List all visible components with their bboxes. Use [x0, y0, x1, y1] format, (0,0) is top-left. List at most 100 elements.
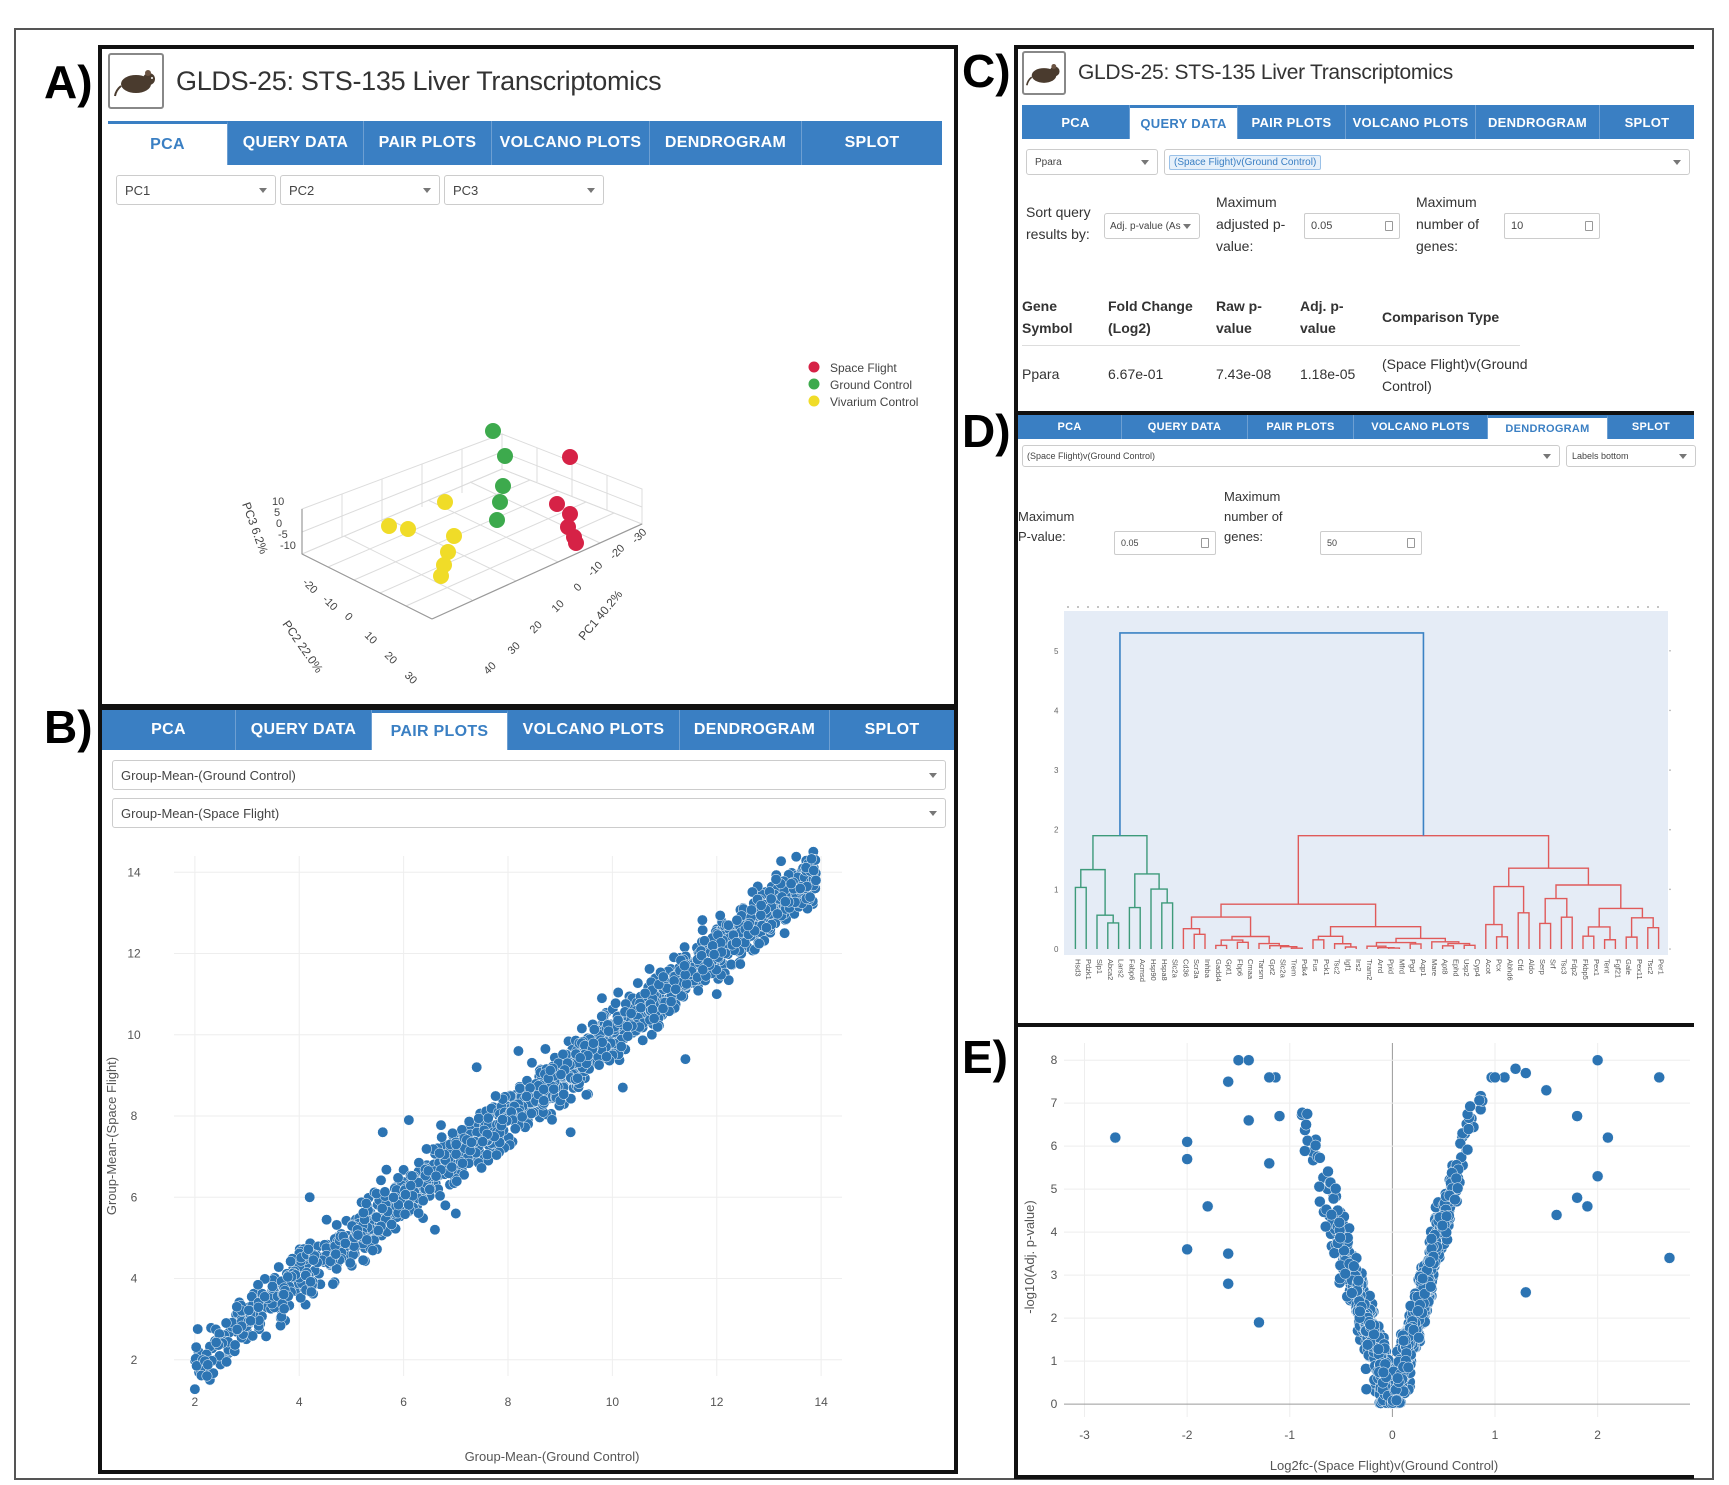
pair-y-select[interactable]: Group-Mean-(Space Flight) [112, 798, 946, 828]
pair-point [521, 1091, 533, 1102]
dendro-max-genes-input[interactable]: 50 [1320, 531, 1422, 555]
volcano-x-label: Log2fc-(Space Flight)v(Ground Control) [1270, 1458, 1498, 1473]
tab-splot[interactable]: SPLOT [1624, 114, 1670, 130]
dendro-top-tick [1377, 606, 1379, 608]
dendro-top-tick [1477, 606, 1479, 608]
tab-pca[interactable]: PCA [108, 121, 228, 165]
tab-query-data[interactable]: QUERY DATA [1130, 105, 1238, 139]
tab-volcano-plots[interactable]: VOLCANO PLOTS [1346, 105, 1476, 139]
pair-tab-bar: PCA QUERY DATA PAIR PLOTS VOLCANO PLOTS … [102, 710, 954, 750]
volcano-y-tick: 1 [1051, 1354, 1058, 1368]
tab-pca[interactable]: PCA [102, 710, 236, 750]
panel-label-a: A) [44, 56, 93, 108]
pair-point [229, 1339, 241, 1351]
pair-x-select[interactable]: Group-Mean-(Ground Control) [112, 760, 946, 790]
volcano-outlier-point [1571, 1110, 1583, 1122]
pair-point [681, 978, 693, 990]
tab-splot[interactable]: SPLOT [1631, 421, 1671, 433]
pair-outlier-point [450, 1208, 462, 1219]
pair-point [463, 1116, 475, 1128]
pair-point [806, 853, 817, 865]
dendro-top-tick [1597, 606, 1599, 608]
tab-dendrogram[interactable]: DENDROGRAM [680, 710, 830, 750]
dendro-top-tick [1107, 606, 1109, 608]
volcano-point [1450, 1172, 1463, 1185]
volcano-point [1313, 1180, 1326, 1193]
labels-position-select[interactable]: Labels bottom [1566, 445, 1696, 467]
tab-volcano-plots[interactable]: VOLCANO PLOTS [492, 121, 650, 165]
pair-point [696, 950, 708, 962]
pair-point [755, 899, 767, 911]
dendro-top-tick [1307, 606, 1309, 608]
dendro-top-tick [1297, 606, 1299, 608]
tab-query-data[interactable]: QUERY DATA [236, 710, 372, 750]
dendro-branches [1074, 632, 1660, 949]
pc-z-select[interactable]: PC3 [444, 175, 604, 205]
volcano-outlier-point [1263, 1071, 1275, 1084]
dendro-leaf-label: Srf [1549, 959, 1558, 970]
tab-pair-plots[interactable]: PAIR PLOTS [364, 121, 492, 165]
tab-query-data[interactable]: QUERY DATA [228, 121, 364, 165]
max-adj-value: 0.05 [1311, 220, 1333, 232]
max-adj-input[interactable]: 0.05 [1304, 213, 1400, 239]
volcano-point [1425, 1233, 1438, 1245]
pair-point [615, 1041, 627, 1052]
comparison-tag[interactable]: (Space Flight)v(Ground Control) [1169, 154, 1322, 170]
pair-point [610, 997, 622, 1009]
figure-frame [14, 28, 1714, 1480]
pair-point [808, 865, 820, 876]
dendro-top-tick [1437, 606, 1439, 608]
tab-dendrogram[interactable]: DENDROGRAM [650, 121, 802, 165]
tab-volcano-plots[interactable]: VOLCANO PLOTS [1354, 415, 1488, 439]
tab-volcano-plots[interactable]: VOLCANO PLOTS [508, 710, 680, 750]
dendro-branch [1431, 941, 1460, 949]
tab-pair-plots[interactable]: PAIR PLOTS [1248, 415, 1354, 439]
x-tick: 20 [528, 619, 545, 636]
max-p-input[interactable]: 0.05 [1114, 531, 1216, 555]
comparison-multiselect[interactable]: (Space Flight)v(Ground Control) [1164, 149, 1690, 175]
max-p-label: Maximum P-value: [1018, 509, 1075, 544]
dendro-top-tick [1317, 606, 1319, 608]
volcano-points [1109, 1054, 1676, 1409]
dendro-branch [1312, 939, 1325, 949]
pc-z-value: PC3 [453, 182, 479, 198]
tab-dendrogram[interactable]: DENDROGRAM [1488, 415, 1608, 439]
tab-splot[interactable]: SPLOT [844, 134, 900, 151]
volcano-point [1424, 1256, 1436, 1268]
dendro-top-tick [1637, 606, 1639, 608]
tab-pca[interactable]: PCA [1018, 415, 1122, 439]
pair-point [593, 1059, 605, 1071]
pair-x-tick: 2 [192, 1395, 199, 1409]
dendro-top-tick [1347, 606, 1349, 608]
col-adj-p: Adj. p-value [1300, 298, 1344, 336]
pair-outlier-point [794, 883, 806, 894]
pair-point [588, 1024, 600, 1036]
volcano-outlier-point [1653, 1071, 1665, 1084]
volcano-plot[interactable]: -3 -2 -1 0 1 2 0 1 2 3 4 5 6 7 8 Log2fc-(Space Flight)… [1018, 1027, 1694, 1475]
dendrogram-plot[interactable]: 0 1 2 3 4 5 Hsd3 Pdzk1 Slp1 Abca2 Lars2 Fabp6 Acmsd… [1018, 605, 1694, 1023]
sort-select[interactable]: Adj. p-value (As [1104, 213, 1200, 239]
pair-scatter-plot[interactable]: 2 4 6 8 10 12 14 2 4 6 8 10 12 14 Group-Mean-(Ground … [102, 836, 954, 1470]
dendro-top-tick [1227, 606, 1229, 608]
volcano-y-tick: 7 [1051, 1096, 1058, 1110]
dendro-right-tick [1669, 828, 1671, 831]
pca-3d-plot[interactable]: Space Flight Ground Control Vivarium Con… [102, 209, 954, 704]
pair-y-tick: 10 [127, 1028, 141, 1042]
gene-select[interactable]: Ppara [1026, 149, 1158, 175]
tab-pair-plots[interactable]: PAIR PLOTS [1238, 105, 1346, 139]
volcano-outlier-point [1222, 1247, 1234, 1260]
pair-point [539, 1043, 551, 1055]
max-genes-input[interactable]: 10 [1504, 213, 1600, 239]
dendro-top-tick [1117, 606, 1119, 608]
tab-pair-plots[interactable]: PAIR PLOTS [372, 710, 508, 750]
tab-dendrogram[interactable]: DENDROGRAM [1476, 105, 1600, 139]
dendro-comparison-select[interactable]: (Space Flight)v(Ground Control) [1022, 445, 1560, 467]
pair-point [723, 974, 735, 986]
dendro-branch [1258, 942, 1280, 949]
pc-y-select[interactable]: PC2 [280, 175, 440, 205]
pca-z-label: PC3 6.2% [239, 500, 271, 556]
tab-splot[interactable]: SPLOT [864, 721, 920, 738]
tab-query-data[interactable]: QUERY DATA [1122, 415, 1248, 439]
pc-x-select[interactable]: PC1 [116, 175, 276, 205]
tab-pca[interactable]: PCA [1022, 105, 1130, 139]
